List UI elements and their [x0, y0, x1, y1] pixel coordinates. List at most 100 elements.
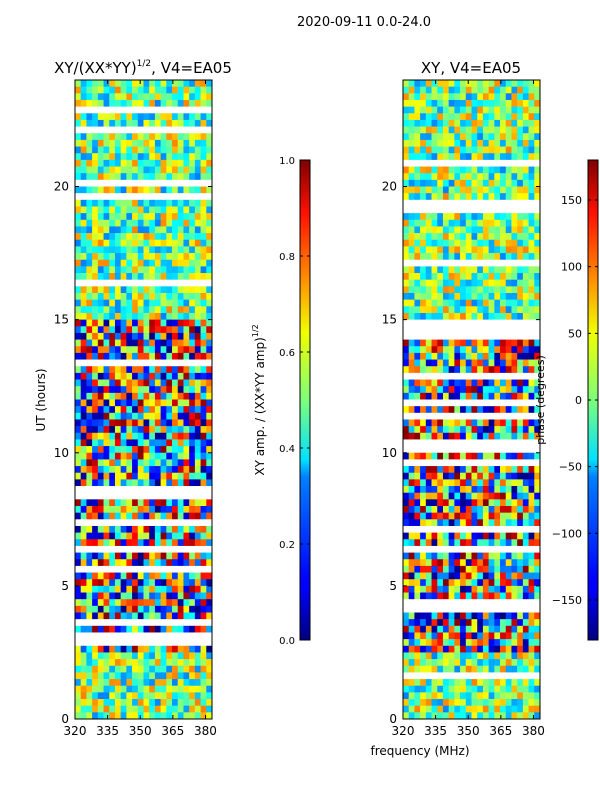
amplitude-heatmap-cell	[166, 293, 173, 300]
amplitude-heatmap-cell	[114, 466, 121, 474]
phase-heatmap-cell	[488, 559, 495, 567]
phase-heatmap-cell	[482, 386, 489, 394]
amplitude-heatmap-cell	[154, 499, 161, 507]
phase-heatmap-cell	[511, 645, 518, 653]
phase-heatmap-cell	[482, 339, 489, 347]
phase-heatmap-cell	[511, 146, 518, 154]
amplitude-heatmap-cell	[172, 379, 179, 387]
amplitude-heatmap-cell	[103, 426, 110, 434]
phase-heatmap-cell	[494, 579, 501, 587]
phase-heatmap-cell	[522, 399, 529, 407]
phase-heatmap-cell	[528, 213, 535, 221]
amplitude-heatmap-cell	[172, 559, 179, 567]
phase-heatmap-cell	[403, 572, 410, 580]
amplitude-heatmap-cell	[183, 452, 190, 460]
phase-heatmap-cell	[477, 399, 484, 407]
amplitude-heatmap-cell	[120, 592, 127, 600]
amplitude-heatmap-cell	[109, 685, 116, 693]
amplitude-heatmap-cell	[103, 119, 110, 127]
phase-heatmap-cell	[522, 525, 529, 533]
phase-heatmap-cell	[425, 672, 432, 680]
amplitude-heatmap-cell	[143, 699, 150, 706]
amplitude-heatmap-cell	[103, 466, 110, 474]
amplitude-heatmap-cell	[97, 685, 104, 693]
amplitude-heatmap-cell	[206, 712, 213, 720]
amplitude-heatmap-cell	[92, 372, 99, 380]
phase-heatmap-cell	[448, 299, 455, 307]
phase-heatmap-cell	[471, 705, 478, 713]
phase-heatmap-cell	[522, 625, 529, 633]
phase-heatmap-cell	[408, 632, 415, 640]
phase-heatmap-cell	[505, 86, 512, 94]
phase-heatmap-cell	[437, 219, 444, 227]
phase-heatmap-cell	[494, 326, 501, 334]
amplitude-heatmap-cell	[97, 259, 104, 267]
phase-heatmap-cell	[403, 506, 410, 513]
phase-heatmap-cell	[465, 346, 472, 354]
phase-heatmap-cell	[460, 645, 467, 653]
amplitude-heatmap-cell	[154, 379, 161, 387]
amplitude-heatmap-cell	[103, 479, 110, 487]
phase-heatmap-cell	[454, 306, 461, 314]
phase-heatmap-cell	[494, 293, 501, 300]
phase-heatmap-cell	[522, 80, 529, 87]
phase-heatmap-cell	[517, 173, 524, 181]
phase-heatmap-cell	[437, 419, 444, 427]
phase-heatmap-cell	[425, 253, 432, 261]
phase-heatmap-cell	[534, 652, 541, 660]
amplitude-heatmap-cell	[183, 585, 190, 593]
phase-heatmap-cell	[477, 279, 484, 287]
phase-heatmap-cell	[454, 226, 461, 234]
amplitude-heatmap-cell	[143, 206, 150, 214]
phase-heatmap-cell	[494, 126, 501, 134]
phase-heatmap-cell	[403, 372, 410, 380]
amplitude-heatmap-cell	[194, 173, 201, 181]
amplitude-heatmap-cell	[109, 539, 116, 547]
amplitude-heatmap-cell	[97, 712, 104, 720]
phase-heatmap-cell	[488, 386, 495, 394]
phase-heatmap-cell	[505, 159, 512, 167]
amplitude-heatmap-cell	[154, 186, 161, 194]
phase-heatmap-cell	[528, 685, 535, 693]
phase-heatmap-cell	[414, 579, 421, 587]
phase-heatmap-cell	[403, 552, 410, 560]
phase-heatmap-cell	[505, 552, 512, 560]
phase-heatmap-cell	[460, 93, 467, 101]
phase-heatmap-cell	[465, 266, 472, 274]
amplitude-heatmap-cell	[75, 146, 82, 154]
amplitude-heatmap-cell	[80, 359, 87, 367]
amplitude-heatmap-cell	[194, 219, 201, 227]
phase-heatmap-cell	[448, 339, 455, 347]
phase-heatmap-cell	[408, 319, 415, 327]
amplitude-heatmap-cell	[177, 99, 184, 107]
phase-heatmap-cell	[442, 273, 449, 280]
amplitude-heatmap-cell	[86, 179, 93, 187]
phase-heatmap-cell	[517, 692, 524, 700]
phase-heatmap-cell	[534, 319, 541, 327]
phase-heatmap-cell	[500, 419, 507, 427]
phase-heatmap-cell	[477, 392, 484, 400]
amplitude-heatmap-cell	[189, 359, 196, 367]
amplitude-heatmap-cell	[206, 239, 213, 247]
phase-heatmap-cell	[414, 186, 421, 194]
phase-heatmap-cell	[425, 226, 432, 234]
phase-heatmap-cell	[454, 599, 461, 607]
phase-heatmap-cell	[534, 379, 541, 387]
phase-heatmap-cell	[408, 565, 415, 573]
amplitude-heatmap-cell	[103, 93, 110, 101]
phase-heatmap-cell	[482, 426, 489, 434]
amplitude-heatmap-cell	[166, 592, 173, 600]
phase-heatmap-cell	[517, 426, 524, 434]
amplitude-plot-frame	[74, 79, 213, 720]
amplitude-colorbar-label-exp: 1/2	[251, 324, 260, 337]
phase-heatmap-cell	[482, 466, 489, 474]
amplitude-y-tick-label: 5	[61, 579, 69, 593]
amplitude-heatmap-cell	[120, 539, 127, 547]
amplitude-heatmap-cell	[109, 306, 116, 314]
phase-heatmap-cell	[448, 173, 455, 181]
phase-heatmap-cell	[500, 492, 507, 500]
amplitude-heatmap-cell	[114, 712, 121, 720]
amplitude-heatmap-cell	[80, 439, 87, 447]
amplitude-heatmap-cell	[154, 705, 161, 713]
amplitude-heatmap-cell	[154, 592, 161, 600]
